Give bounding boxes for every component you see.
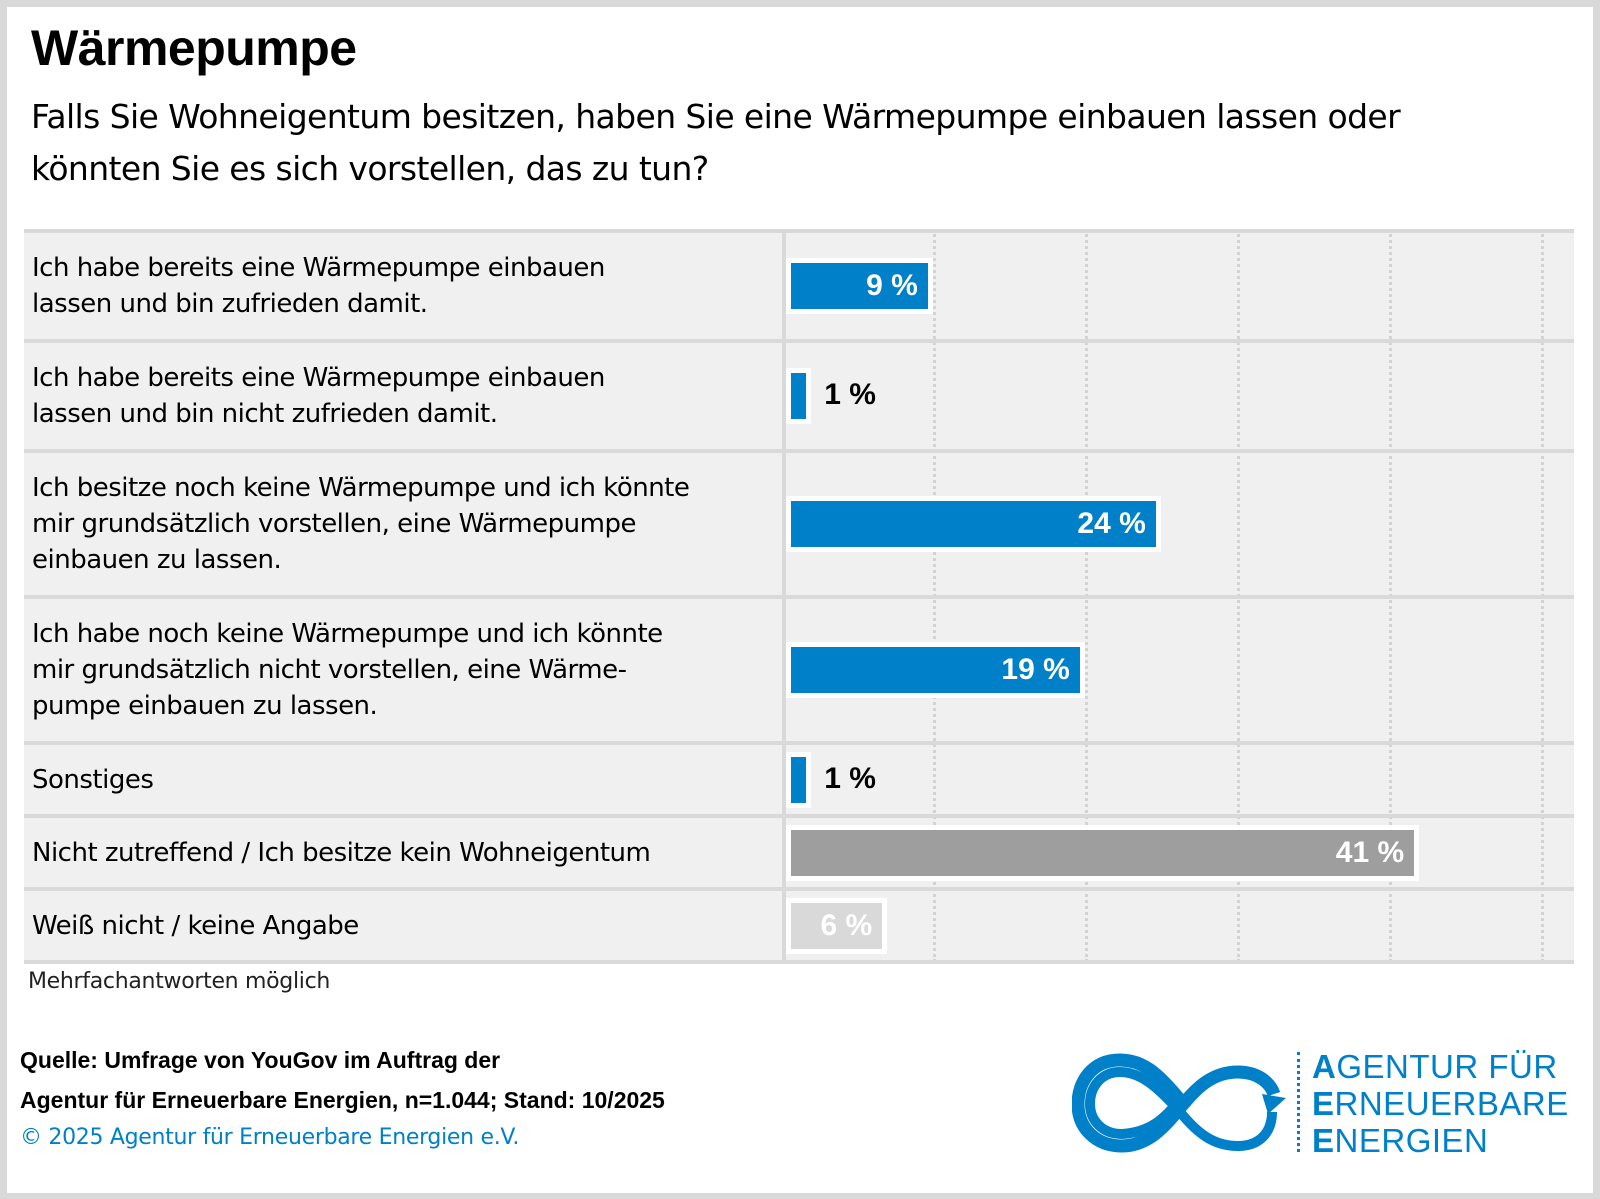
value-label: 6 % (820, 908, 873, 942)
bar: 19 % (791, 647, 1080, 693)
column-divider (782, 229, 786, 964)
category-label: Ich habe noch keine Wärmepumpe und ich k… (32, 619, 663, 721)
category-label: Ich habe bereits eine Wärmepumpe einbaue… (32, 253, 605, 319)
category-label: Weiß nicht / keine Angabe (32, 910, 359, 941)
bar-frame: 6 % (786, 897, 888, 954)
value-label: 41 % (1335, 835, 1405, 869)
copyright-text: © 2025 Agentur für Erneuerbare Energien … (20, 1125, 520, 1150)
category-label: Ich habe bereits eine Wärmepumpe einbaue… (32, 363, 605, 429)
logo-wordmark: AGENTUR FÜR ERNEUERBARE ENERGIEN (1312, 1048, 1569, 1159)
bar-frame: 24 % (786, 496, 1161, 552)
aee-logo: AGENTUR FÜR ERNEUERBARE ENERGIEN (1071, 1042, 1568, 1162)
bar: 41 % (791, 829, 1415, 876)
source-line-2: Agentur für Erneuerbare Energien, n=1.04… (20, 1087, 665, 1113)
row-divider (24, 741, 1574, 745)
source-text: Quelle: Umfrage von YouGov im Auftrag de… (20, 1040, 665, 1120)
bar: 24 % (791, 501, 1156, 547)
value-label: 1 % (824, 761, 876, 795)
bar-frame (786, 368, 812, 424)
bar-frame: 9 % (786, 258, 933, 314)
row-divider (24, 339, 1574, 343)
row-divider (24, 814, 1574, 818)
row-divider (24, 229, 1574, 233)
bar-frame: 41 % (786, 824, 1420, 881)
bar (791, 373, 807, 419)
infinity-arrow-icon (1071, 1053, 1286, 1153)
value-label: 1 % (824, 378, 876, 411)
question-subtitle: Falls Sie Wohneigentum besitzen, haben S… (31, 97, 1401, 188)
page-title: Wärmepumpe (31, 20, 357, 76)
value-label: 9 % (866, 269, 918, 302)
category-label: Ich besitze noch keine Wärmepumpe und ic… (32, 473, 690, 575)
bar: 6 % (791, 902, 883, 949)
logo-divider (1297, 1052, 1300, 1152)
bar-chart-table: Ich habe bereits eine Wärmepumpe einbaue… (24, 229, 1574, 964)
bar (791, 756, 807, 803)
bar-frame (786, 751, 812, 808)
value-label: 19 % (1001, 653, 1070, 686)
row-divider (24, 960, 1574, 964)
row-divider (24, 595, 1574, 599)
row-divider (24, 449, 1574, 453)
bar-frame: 19 % (786, 642, 1085, 698)
category-label: Sonstiges (32, 764, 154, 795)
bar: 9 % (791, 263, 928, 309)
source-line-1: Quelle: Umfrage von YouGov im Auftrag de… (20, 1047, 501, 1073)
row-divider (24, 887, 1574, 891)
chart-note: Mehrfachantworten möglich (28, 969, 331, 994)
category-label: Nicht zutreffend / Ich besitze kein Wohn… (32, 837, 651, 868)
value-label: 24 % (1077, 507, 1146, 540)
